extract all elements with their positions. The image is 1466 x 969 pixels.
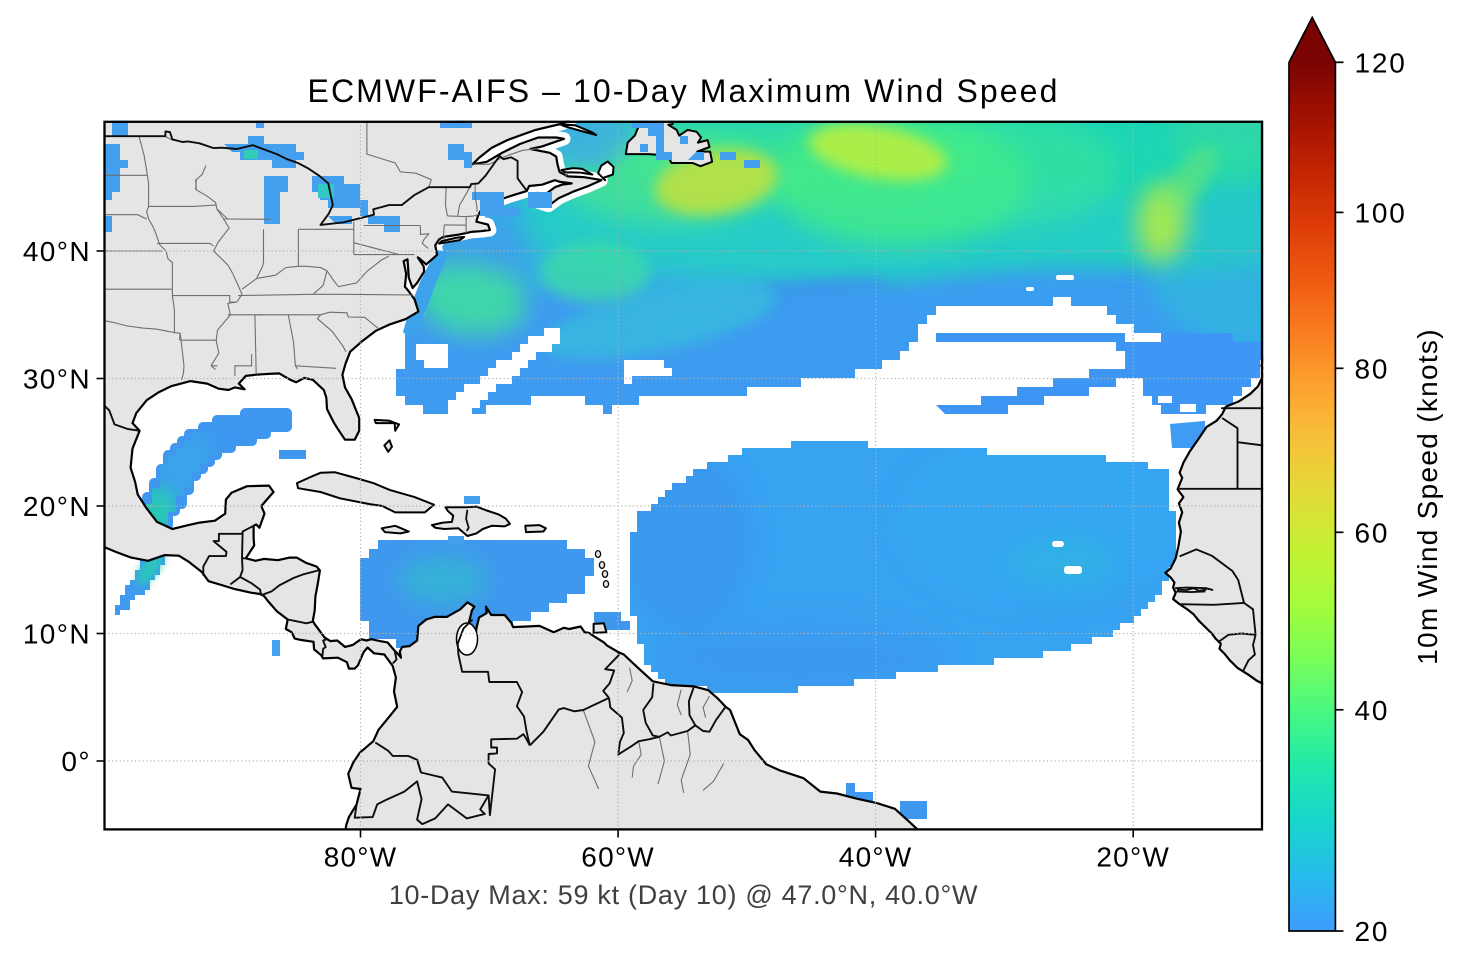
svg-text:20°N: 20°N	[23, 491, 91, 522]
svg-text:20: 20	[1355, 916, 1390, 947]
svg-text:40°W: 40°W	[839, 842, 913, 873]
svg-text:10m Wind Speed (knots): 10m Wind Speed (knots)	[1412, 328, 1443, 665]
svg-text:40: 40	[1355, 695, 1390, 726]
svg-text:20°W: 20°W	[1096, 842, 1170, 873]
svg-text:80: 80	[1355, 353, 1390, 384]
svg-text:30°N: 30°N	[23, 364, 91, 395]
svg-text:40°N: 40°N	[23, 236, 91, 267]
svg-text:80°W: 80°W	[324, 842, 398, 873]
svg-text:100: 100	[1355, 197, 1407, 228]
svg-text:ECMWF-AIFS – 10-Day Maximum Wi: ECMWF-AIFS – 10-Day Maximum Wind Speed	[308, 73, 1060, 109]
svg-text:60: 60	[1355, 517, 1390, 548]
svg-text:10-Day Max: 59 kt (Day 10) @ 4: 10-Day Max: 59 kt (Day 10) @ 47.0°N, 40.…	[389, 880, 978, 910]
svg-text:120: 120	[1355, 47, 1407, 78]
svg-text:0°: 0°	[61, 746, 91, 777]
svg-text:10°N: 10°N	[23, 619, 91, 650]
svg-text:60°W: 60°W	[581, 842, 655, 873]
